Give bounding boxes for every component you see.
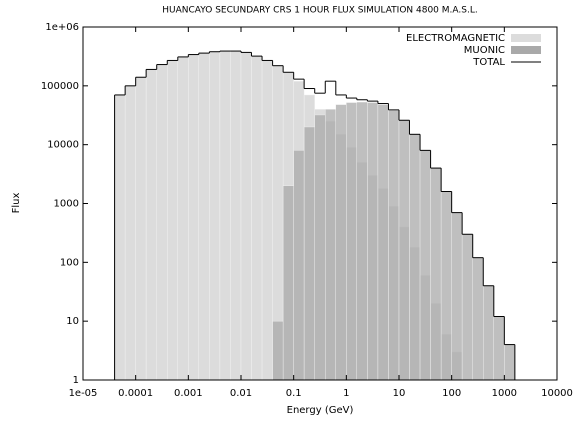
legend-label: TOTAL (472, 57, 505, 68)
bar (461, 234, 473, 381)
bar (325, 109, 337, 381)
bar (230, 50, 242, 381)
y-tick-label: 100000 (41, 81, 79, 92)
bar (346, 102, 357, 381)
x-tick-label: 0.1 (286, 388, 302, 399)
bar (198, 52, 210, 381)
bar (272, 320, 284, 381)
bar (303, 126, 315, 381)
bar (451, 212, 463, 381)
y-axis-label: Flux (11, 193, 22, 214)
bar (398, 120, 410, 381)
y-tick-label: 100 (60, 257, 79, 268)
bar (472, 257, 484, 381)
bar (209, 51, 221, 381)
bar (483, 285, 495, 381)
chart-title: HUANCAYO SECUNDARY CRS 1 HOUR FLUX SIMUL… (162, 6, 477, 16)
x-tick-label: 1000 (492, 388, 517, 399)
x-tick-label: 0.0001 (118, 388, 153, 399)
x-tick-label: 1 (343, 388, 349, 399)
y-tick-label: 1000 (54, 199, 79, 210)
bar (251, 55, 263, 381)
bar (388, 110, 400, 381)
x-tick-label: 1e-05 (69, 388, 98, 399)
bar (356, 101, 368, 381)
bar (188, 54, 199, 381)
legend-label: MUONIC (464, 45, 505, 56)
bar (135, 77, 147, 381)
bar (219, 50, 231, 381)
bar (240, 52, 252, 381)
y-tick-label: 10000 (47, 140, 79, 151)
y-tick-label: 1 (73, 375, 79, 386)
bar (440, 191, 452, 381)
bar (145, 69, 157, 381)
bar (282, 185, 294, 381)
y-tick-label: 1e+06 (45, 22, 79, 33)
x-axis-label: Energy (GeV) (287, 405, 354, 416)
legend-swatch (511, 46, 541, 54)
bar (419, 150, 431, 381)
bar (335, 104, 347, 381)
x-tick-label: 0.01 (230, 388, 252, 399)
legend-swatch (511, 34, 541, 42)
bar (367, 102, 379, 381)
x-tick-label: 10 (393, 388, 406, 399)
bar (377, 104, 389, 381)
x-tick-label: 100 (442, 388, 461, 399)
bar (430, 167, 442, 381)
y-tick-label: 10 (66, 316, 79, 327)
legend-label: ELECTROMAGNETIC (406, 33, 505, 44)
bar (293, 150, 305, 381)
bar (114, 94, 126, 381)
bar (167, 60, 179, 381)
x-tick-label: 0.001 (174, 388, 203, 399)
bar (493, 316, 505, 381)
bar (504, 344, 516, 381)
bar (314, 114, 326, 381)
bar (124, 85, 136, 381)
bar (261, 60, 273, 381)
bar (177, 56, 189, 381)
x-tick-label: 10000 (541, 388, 573, 399)
bar (409, 134, 421, 381)
bar (156, 64, 168, 381)
